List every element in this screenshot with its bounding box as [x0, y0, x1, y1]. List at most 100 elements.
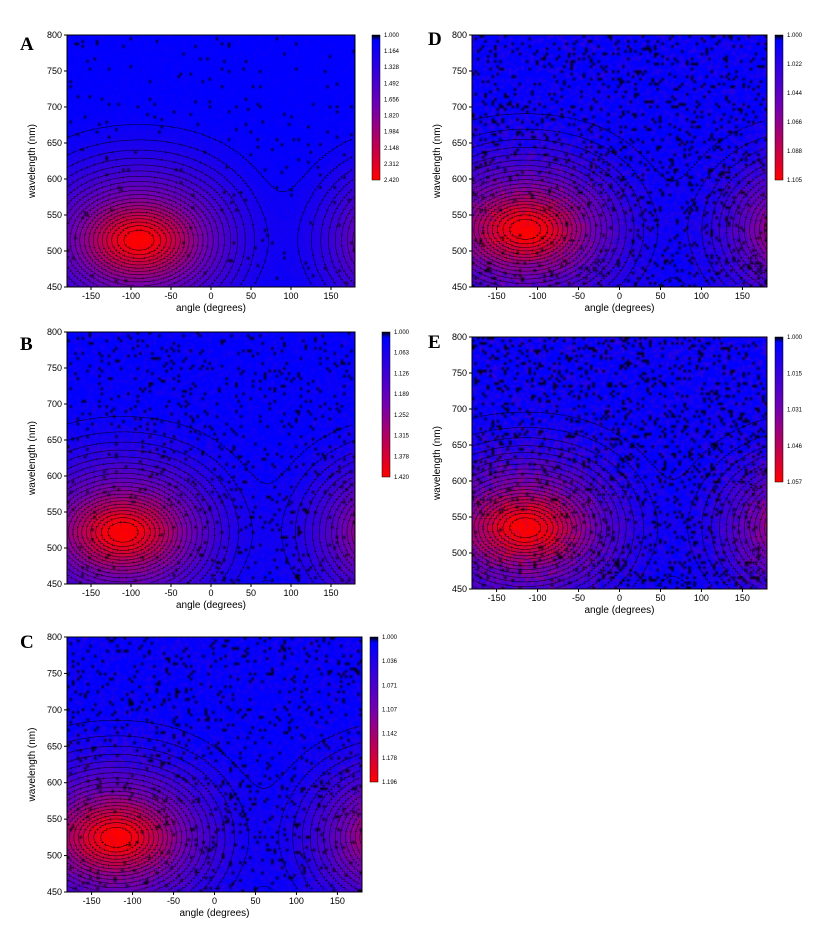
contour-line [472, 445, 765, 588]
y-axis-label: wavelength (nm) [432, 426, 443, 501]
colorbar-label: 1.656 [384, 97, 400, 103]
colorbar-label: 1.378 [394, 454, 410, 460]
y-tick-label: 550 [452, 210, 467, 220]
x-tick-label: 0 [208, 588, 213, 598]
colorbar-label: 1.492 [384, 81, 400, 87]
contour-line [67, 462, 353, 583]
y-tick-label: 650 [452, 138, 467, 148]
x-tick-label: 50 [250, 896, 260, 906]
colorbar-label: 1.046 [787, 444, 803, 450]
contour-line [73, 807, 159, 867]
y-axis-label: wavelength (nm) [27, 421, 38, 496]
y-tick-label: 800 [452, 332, 467, 342]
colorbar-label: 1.036 [382, 659, 398, 665]
contour-line [67, 139, 353, 285]
x-tick-label: 50 [655, 593, 665, 603]
colorbar [381, 331, 391, 478]
y-tick-label: 750 [47, 66, 62, 76]
panel-letter: D [428, 29, 442, 50]
contour-line [67, 170, 355, 286]
contour-line [67, 176, 354, 286]
contour-line [486, 502, 564, 554]
contour-line [481, 201, 568, 258]
x-tick-label: 150 [323, 291, 338, 301]
y-tick-label: 500 [47, 543, 62, 553]
x-tick-label: 50 [655, 291, 665, 301]
y-tick-label: 450 [452, 584, 467, 594]
contour-line [67, 490, 354, 575]
colorbar-label: 1.071 [382, 683, 398, 689]
contour-line [85, 507, 161, 558]
contour-line [79, 198, 199, 283]
contour-line [472, 183, 765, 276]
y-tick-label: 700 [47, 705, 62, 715]
contour-line [491, 505, 559, 550]
y-tick-label: 450 [47, 282, 62, 292]
contour-line [472, 147, 766, 285]
contour-line [111, 221, 167, 260]
panel-e: E -150 -100 -50 0 50 100 150 450 500 550 600 650 700 7… [428, 332, 803, 616]
contour-line [67, 777, 360, 891]
contour-line [88, 205, 190, 276]
contour-line [67, 772, 360, 890]
contour-line [472, 178, 766, 280]
contour-line [472, 463, 765, 588]
contour-line [100, 827, 132, 849]
colorbar-label: 1.000 [394, 330, 410, 336]
x-axis-label: angle (degrees) [584, 303, 654, 314]
contour-line [472, 187, 767, 272]
contour-line [472, 170, 765, 286]
panel-a: A -150 -100 -50 0 50 100 150 450 500 550 600 650 700 7… [20, 30, 400, 314]
contour-line [107, 521, 139, 543]
contour-line [93, 822, 139, 853]
panel-d: D -150 -100 -50 0 50 100 150 450 500 550 600 650 700 7… [428, 29, 803, 314]
contour-line [67, 766, 360, 890]
x-tick-label: 100 [283, 291, 298, 301]
contour-line [486, 203, 564, 255]
y-tick-label: 800 [47, 30, 62, 40]
contour-line [473, 492, 578, 563]
panel-letter: C [20, 632, 34, 653]
contour-line [78, 811, 155, 863]
colorbar-label: 1.984 [384, 130, 400, 136]
colorbar-label: 1.105 [787, 178, 803, 184]
panel-letter: B [20, 334, 33, 355]
contour-line [472, 458, 767, 588]
contour-line [67, 482, 354, 583]
colorbar-label: 1.252 [394, 413, 410, 419]
contour-line [116, 225, 162, 255]
contour-line [67, 164, 353, 286]
colorbar-label: 1.315 [394, 434, 410, 440]
colorbar-label: 1.820 [384, 114, 400, 120]
x-axis-label: angle (degrees) [176, 600, 246, 611]
x-tick-label: -50 [164, 291, 177, 301]
y-tick-label: 550 [47, 210, 62, 220]
colorbar-label: 1.000 [787, 33, 803, 39]
contour-line [71, 497, 174, 568]
contour-line [69, 805, 164, 870]
colorbar [774, 336, 784, 483]
contour-line [67, 456, 353, 582]
colorbar-label: 2.148 [384, 146, 400, 152]
contour-line [82, 815, 150, 860]
x-tick-label: -100 [122, 588, 140, 598]
contour-line [473, 193, 578, 265]
colorbar-label: 1.000 [382, 635, 398, 641]
y-tick-label: 650 [452, 440, 467, 450]
contour-line [491, 207, 559, 252]
y-axis-label: wavelength (nm) [27, 124, 38, 199]
x-tick-label: 100 [283, 588, 298, 598]
x-tick-label: 0 [617, 291, 622, 301]
colorbar-label: 1.126 [394, 371, 410, 377]
contour-line [67, 449, 354, 583]
contour-line [67, 782, 361, 891]
y-tick-label: 700 [47, 102, 62, 112]
y-tick-label: 700 [452, 102, 467, 112]
y-tick-label: 750 [452, 368, 467, 378]
heatmap-image [472, 337, 767, 589]
contour-line [472, 468, 765, 587]
colorbar [369, 636, 379, 783]
colorbar-label: 1.044 [787, 91, 803, 97]
y-tick-label: 450 [47, 887, 62, 897]
contour-line [123, 229, 155, 251]
